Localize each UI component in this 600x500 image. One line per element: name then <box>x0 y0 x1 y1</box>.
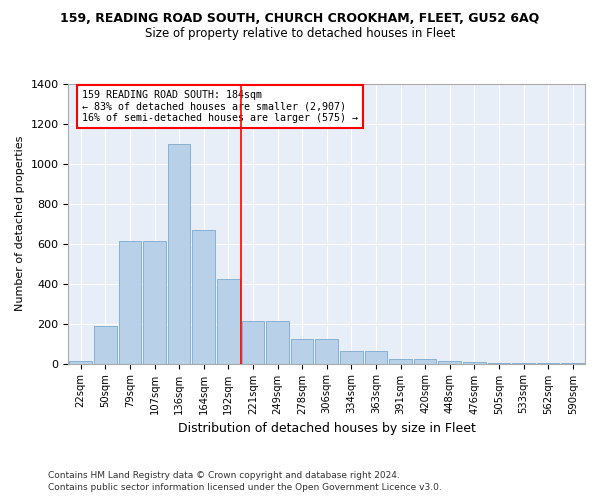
Text: Contains public sector information licensed under the Open Government Licence v3: Contains public sector information licen… <box>48 484 442 492</box>
Bar <box>439 360 461 364</box>
Bar <box>291 338 313 363</box>
Y-axis label: Number of detached properties: Number of detached properties <box>15 136 25 312</box>
Bar <box>70 360 92 364</box>
Bar <box>266 320 289 364</box>
Bar <box>340 350 362 364</box>
Bar <box>143 241 166 364</box>
Bar <box>463 362 485 364</box>
Bar <box>488 362 510 364</box>
Text: Size of property relative to detached houses in Fleet: Size of property relative to detached ho… <box>145 28 455 40</box>
Bar <box>217 278 239 364</box>
Bar <box>562 362 584 364</box>
X-axis label: Distribution of detached houses by size in Fleet: Distribution of detached houses by size … <box>178 422 476 435</box>
Bar <box>94 326 116 364</box>
Bar <box>537 362 559 364</box>
Bar <box>168 144 190 364</box>
Bar <box>512 362 535 364</box>
Bar <box>365 350 387 364</box>
Bar <box>414 358 436 364</box>
Text: 159, READING ROAD SOUTH, CHURCH CROOKHAM, FLEET, GU52 6AQ: 159, READING ROAD SOUTH, CHURCH CROOKHAM… <box>61 12 539 26</box>
Text: 159 READING ROAD SOUTH: 184sqm
← 83% of detached houses are smaller (2,907)
16% : 159 READING ROAD SOUTH: 184sqm ← 83% of … <box>82 90 358 123</box>
Bar <box>242 320 264 364</box>
Bar <box>193 230 215 364</box>
Bar <box>389 358 412 364</box>
Bar <box>316 338 338 363</box>
Text: Contains HM Land Registry data © Crown copyright and database right 2024.: Contains HM Land Registry data © Crown c… <box>48 471 400 480</box>
Bar <box>119 241 141 364</box>
